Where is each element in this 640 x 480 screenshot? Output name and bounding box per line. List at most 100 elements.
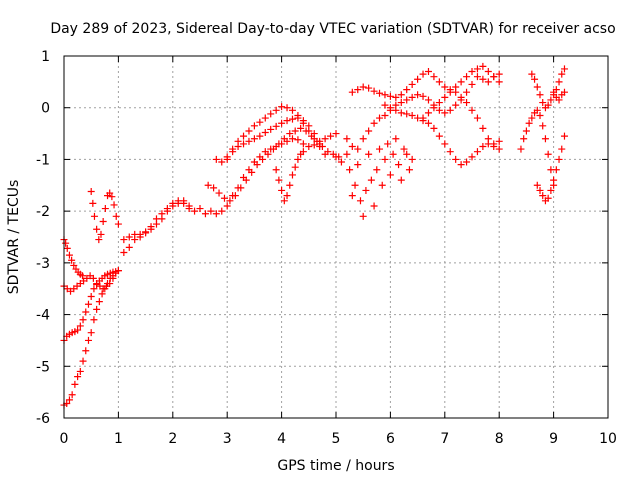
data-point [536, 91, 544, 99]
data-point [142, 229, 150, 237]
data-point [484, 78, 492, 86]
data-point [354, 86, 362, 94]
data-point [539, 99, 547, 107]
x-axis-label: GPS time / hours [277, 458, 394, 474]
data-point [272, 166, 280, 174]
data-point [95, 236, 103, 244]
data-point [463, 73, 471, 81]
data-point [550, 176, 558, 184]
y-tick-label: -5 [36, 359, 50, 375]
data-point [283, 104, 291, 112]
x-tick-label: 0 [60, 431, 69, 447]
x-tick-label: 5 [332, 431, 341, 447]
data-point [544, 194, 552, 202]
data-point [76, 367, 84, 375]
data-point [212, 155, 220, 163]
data-point [346, 166, 354, 174]
data-point [272, 106, 280, 114]
data-point [384, 140, 392, 148]
data-point [397, 91, 405, 99]
data-point [539, 122, 547, 130]
data-point [424, 119, 432, 127]
grid [64, 56, 608, 418]
data-point [435, 106, 443, 114]
data-point [536, 111, 544, 119]
data-point [463, 88, 471, 96]
data-point [215, 189, 223, 197]
data-point [463, 158, 471, 166]
data-point [457, 93, 465, 101]
data-point [351, 181, 359, 189]
data-point [473, 65, 481, 73]
data-point [272, 122, 280, 130]
data-point [435, 99, 443, 107]
series-track-u [550, 88, 568, 104]
data-point [560, 88, 568, 96]
data-point [424, 96, 432, 104]
data-point [106, 280, 114, 288]
data-point [370, 87, 378, 95]
data-point [403, 150, 411, 158]
data-point [191, 207, 199, 215]
data-point [435, 132, 443, 140]
data-point [237, 184, 245, 192]
data-point [245, 127, 253, 135]
data-point [256, 118, 264, 126]
series-track-o [381, 101, 503, 169]
data-point [65, 251, 73, 259]
x-tick-label: 3 [223, 431, 232, 447]
data-point [71, 380, 79, 388]
data-point [112, 212, 120, 220]
data-point [408, 155, 416, 163]
data-point [555, 96, 563, 104]
data-point [408, 111, 416, 119]
data-point [278, 119, 286, 127]
series-track-l [272, 148, 307, 205]
data-point [286, 181, 294, 189]
data-point [536, 186, 544, 194]
data-point [337, 158, 345, 166]
data-point [288, 135, 296, 143]
data-point [359, 135, 367, 143]
data-point [381, 111, 389, 119]
x-tick-label: 8 [495, 431, 504, 447]
data-point [291, 127, 299, 135]
series-track-k [223, 114, 329, 163]
data-point [87, 329, 95, 337]
y-tick-label: -1 [36, 152, 50, 168]
data-point [392, 135, 400, 143]
data-point [495, 145, 503, 153]
x-tick-label: 2 [168, 431, 177, 447]
plot-frame [63, 55, 609, 419]
data-point [430, 124, 438, 132]
data-point [125, 243, 133, 251]
data-point [267, 125, 275, 133]
data-point [169, 202, 177, 210]
data-point [430, 73, 438, 81]
data-point [370, 202, 378, 210]
data-point [419, 114, 427, 122]
data-point [231, 192, 239, 200]
data-point [473, 148, 481, 156]
data-point [131, 230, 139, 238]
data-point [376, 145, 384, 153]
data-point [321, 150, 329, 158]
data-point [359, 212, 367, 220]
data-point [223, 202, 231, 210]
data-point [457, 161, 465, 169]
data-point [446, 88, 454, 96]
data-point [120, 236, 128, 244]
data-point [82, 347, 90, 355]
x-tick-label: 10 [599, 431, 617, 447]
data-point [332, 153, 340, 161]
data-point [299, 148, 307, 156]
data-point [223, 155, 231, 163]
data-point [495, 78, 503, 86]
data-point [299, 140, 307, 148]
data-point [408, 80, 416, 88]
data-point [108, 193, 116, 201]
data-point [332, 130, 340, 138]
data-point [479, 124, 487, 132]
y-tick-label: 1 [41, 49, 50, 65]
data-point [245, 137, 253, 145]
